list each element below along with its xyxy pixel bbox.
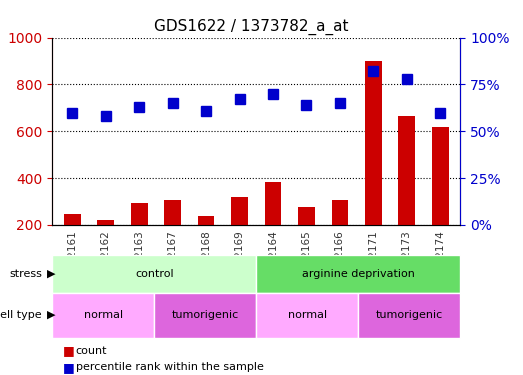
Text: cell type: cell type (0, 310, 42, 320)
Bar (198, 216, 214, 225)
Bar (164, 200, 181, 225)
Text: percentile rank within the sample: percentile rank within the sample (76, 363, 264, 372)
Bar (399, 117, 415, 225)
Bar (131, 203, 147, 225)
Text: arginine deprivation: arginine deprivation (302, 269, 415, 279)
Text: stress: stress (9, 269, 42, 279)
Text: ▶: ▶ (47, 269, 55, 279)
Text: normal: normal (288, 310, 327, 320)
Text: ▶: ▶ (47, 310, 55, 320)
Text: control: control (135, 269, 174, 279)
FancyBboxPatch shape (52, 292, 154, 338)
Text: normal: normal (84, 310, 123, 320)
Bar (97, 220, 114, 225)
FancyBboxPatch shape (358, 292, 460, 338)
Bar (298, 207, 315, 225)
Bar (432, 127, 449, 225)
Text: ■: ■ (63, 344, 74, 357)
Bar (64, 214, 81, 225)
FancyBboxPatch shape (256, 255, 460, 292)
FancyBboxPatch shape (52, 255, 256, 292)
Bar (332, 200, 348, 225)
Bar (365, 62, 382, 225)
Text: GDS1622 / 1373782_a_at: GDS1622 / 1373782_a_at (154, 19, 348, 35)
Text: count: count (76, 346, 107, 355)
FancyBboxPatch shape (154, 292, 256, 338)
Text: ■: ■ (63, 361, 74, 374)
Text: tumorigenic: tumorigenic (376, 310, 443, 320)
FancyBboxPatch shape (256, 292, 358, 338)
Text: tumorigenic: tumorigenic (172, 310, 239, 320)
Bar (231, 197, 248, 225)
Bar (265, 182, 281, 225)
